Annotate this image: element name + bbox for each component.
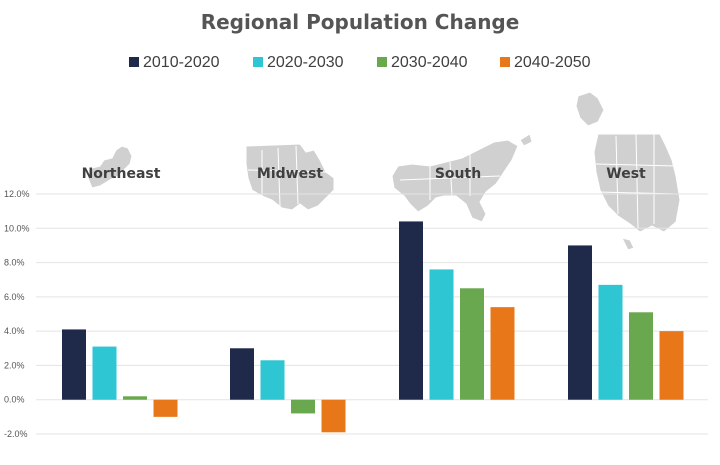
bar — [490, 307, 515, 400]
legend-label: 2010-2020 — [143, 54, 220, 71]
bar — [568, 245, 592, 400]
legend-label: 2030-2040 — [391, 54, 468, 71]
y-tick-label: 4.0% — [4, 326, 25, 336]
legend-swatch — [377, 57, 387, 67]
bar — [598, 284, 623, 400]
y-tick-label: -2.0% — [4, 429, 28, 439]
legend-swatch — [129, 57, 139, 67]
northeast-map — [87, 145, 133, 189]
legend-label: 2020-2030 — [267, 54, 344, 71]
y-tick-label: 2.0% — [4, 360, 25, 370]
legend: 2010-2020 2020-2030 2030-2040 2040-2050 — [129, 54, 591, 71]
chart-title: Regional Population Change — [201, 10, 520, 34]
bar — [629, 312, 653, 400]
region-label: Midwest — [257, 166, 324, 182]
region-label: Northeast — [82, 166, 161, 182]
y-tick-label: 12.0% — [4, 189, 30, 199]
bar — [659, 331, 684, 400]
legend-swatch — [253, 57, 263, 67]
west-map — [575, 91, 681, 251]
bar — [230, 348, 254, 400]
bar — [153, 399, 178, 417]
legend-swatch — [500, 57, 510, 67]
bar — [321, 399, 346, 433]
bar — [260, 360, 285, 400]
region-label: West — [606, 166, 646, 182]
bar — [291, 399, 315, 414]
region-labels: Northeast Midwest South West — [82, 166, 646, 182]
bar — [429, 269, 454, 400]
y-tick-label: 10.0% — [4, 223, 30, 233]
region-label: South — [435, 166, 481, 182]
y-tick-label: 0.0% — [4, 395, 25, 405]
bar — [399, 221, 423, 400]
y-axis: -2.0% 0.0% 2.0% 4.0% 6.0% 8.0% 10.0% 12.0% — [4, 189, 30, 439]
region-maps — [87, 91, 681, 251]
legend-label: 2040-2050 — [514, 54, 591, 71]
gridlines — [36, 193, 708, 435]
bar — [62, 329, 86, 400]
bar — [123, 396, 147, 400]
y-tick-label: 6.0% — [4, 292, 25, 302]
y-tick-label: 8.0% — [4, 258, 25, 268]
bars — [62, 221, 684, 433]
bar — [92, 346, 117, 400]
bar — [460, 288, 484, 400]
